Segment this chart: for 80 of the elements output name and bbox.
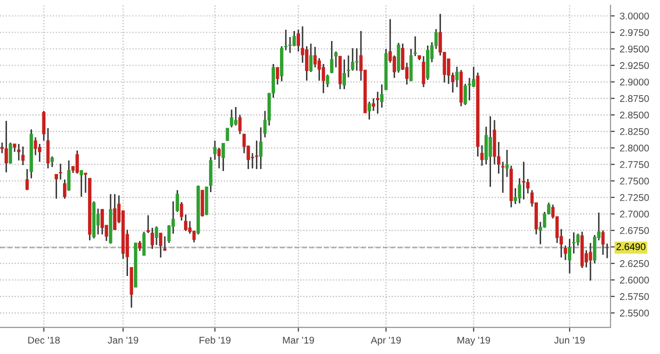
ref-line-label: 2.6490	[616, 243, 646, 250]
candlestick	[309, 42, 313, 73]
candlestick	[305, 46, 308, 82]
candlestick	[217, 147, 221, 170]
y-tick-label: 2.5500	[620, 310, 649, 317]
x-tick-label: May '19	[458, 336, 490, 346]
y-tick-label: 2.6250	[620, 260, 649, 268]
candlestick	[330, 40, 334, 74]
candlestick	[292, 30, 296, 47]
candlestick	[350, 48, 354, 72]
candlestick	[505, 149, 509, 178]
candlestick	[54, 174, 58, 200]
y-tick-label: 2.5750	[620, 293, 649, 300]
candlestick	[254, 140, 258, 170]
candlestick	[355, 48, 358, 72]
y-tick-label: 2.8000	[620, 144, 649, 152]
candlestick	[514, 187, 518, 205]
candlestick	[601, 230, 605, 256]
candlestick	[17, 143, 20, 162]
candlestick	[213, 140, 217, 160]
candlestick	[226, 127, 230, 142]
candlestick	[288, 36, 292, 54]
x-tick-label: Apr '19	[370, 336, 401, 346]
candlestick	[4, 120, 8, 174]
candlestick	[58, 163, 62, 180]
candlestick	[34, 136, 38, 156]
x-tick-label: Feb '19	[200, 336, 231, 344]
y-tick-label: 2.7250	[620, 194, 649, 202]
candlestick	[25, 168, 29, 191]
candlestick	[414, 36, 417, 57]
candlestick	[296, 29, 300, 52]
y-tick-label: 2.9750	[620, 29, 649, 36]
y-tick-label: 2.6000	[620, 276, 649, 284]
candlestick	[142, 231, 146, 256]
candlestick	[76, 150, 79, 174]
candlestick	[468, 77, 472, 102]
candlestick	[154, 226, 158, 246]
x-tick-label: Jan '19	[108, 336, 138, 344]
candlestick	[192, 230, 196, 243]
candlestick	[184, 214, 188, 232]
y-tick-label: 2.9000	[620, 78, 649, 86]
candlestick	[518, 178, 522, 204]
candlestick	[326, 74, 330, 88]
candlestick	[376, 91, 380, 114]
candlestick	[100, 208, 104, 236]
candlestick	[234, 106, 238, 126]
candlestick	[230, 108, 234, 128]
candlestick	[38, 143, 42, 162]
x-tick-label: Dec '18	[28, 336, 60, 344]
candlestick	[368, 100, 371, 120]
candlestick	[138, 240, 142, 252]
y-tick-label: 2.8750	[620, 95, 649, 102]
x-tick-label: Jun '19	[554, 336, 585, 344]
y-tick-label: 2.8250	[620, 128, 649, 136]
candlestick	[180, 201, 184, 222]
x-tick-label: Mar '19	[283, 336, 314, 344]
candlestick	[276, 66, 280, 86]
candlestick	[21, 146, 25, 166]
candlestick	[488, 116, 492, 188]
y-tick-label: 3.0000	[620, 12, 649, 20]
candlestick	[42, 110, 46, 142]
y-tick-label: 2.8500	[620, 112, 649, 119]
candlestick	[113, 193, 116, 230]
y-tick-label: 2.7000	[620, 210, 649, 218]
candlestick	[50, 156, 54, 168]
candlestick	[342, 58, 346, 90]
y-tick-label: 2.9250	[620, 62, 649, 69]
candlestick	[588, 242, 592, 282]
candlestick	[84, 172, 88, 194]
candlestick	[46, 127, 50, 170]
candlestick	[259, 126, 262, 170]
y-tick-label: 2.7500	[620, 178, 649, 185]
candlestick	[606, 242, 609, 259]
candlestick	[222, 142, 225, 172]
candlestick	[472, 66, 476, 88]
candlestick	[159, 232, 162, 258]
y-tick-label: 2.9500	[620, 46, 649, 52]
candlestick	[522, 161, 526, 200]
y-tick-label: 2.7750	[620, 161, 649, 168]
y-tick-label: 2.6750	[620, 227, 649, 234]
